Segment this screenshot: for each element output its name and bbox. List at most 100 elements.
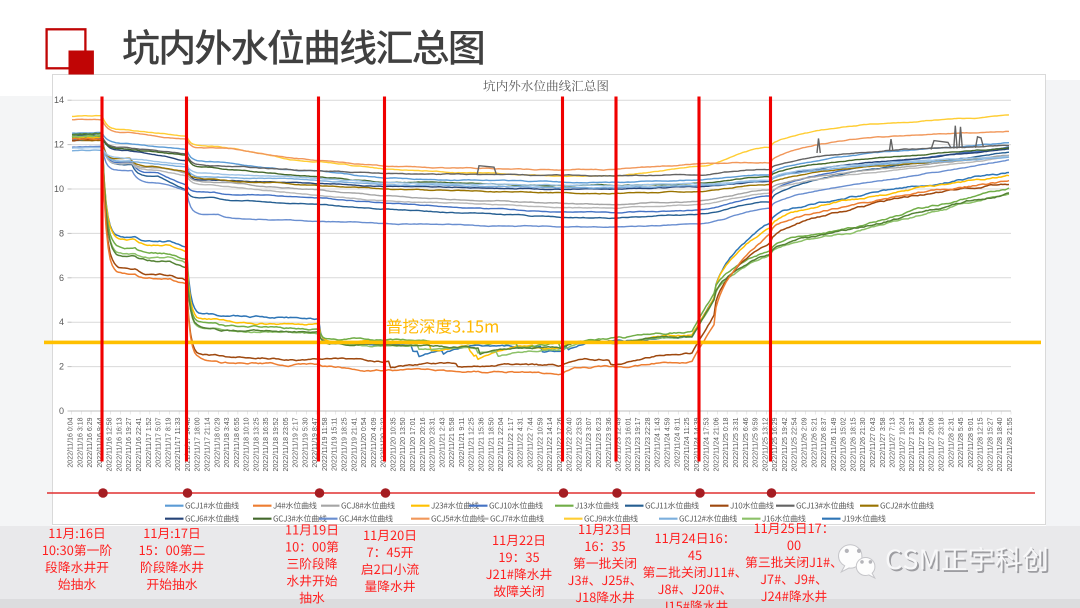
svg-text:2022/11/18 0:29: 2022/11/18 0:29	[214, 417, 221, 467]
svg-text:2022/11/24 17:53: 2022/11/24 17:53	[704, 417, 711, 471]
svg-text:2022/11/26 2:09: 2022/11/26 2:09	[801, 417, 808, 467]
svg-text:2022/11/27 16:54: 2022/11/27 16:54	[919, 417, 926, 471]
svg-text:2022/11/20 23:31: 2022/11/20 23:31	[430, 417, 437, 471]
svg-text:2022/11/27 7:13: 2022/11/27 7:13	[890, 417, 897, 467]
svg-text:2022/11/17 1:52: 2022/11/17 1:52	[146, 417, 153, 467]
svg-text:2022/11/19 18:25: 2022/11/19 18:25	[342, 417, 349, 471]
svg-text:2022/11/25 9:59: 2022/11/25 9:59	[753, 417, 760, 467]
svg-text:2022/11/26 15:02: 2022/11/26 15:02	[841, 417, 848, 471]
svg-text:2022/11/20 13:50: 2022/11/20 13:50	[400, 417, 407, 471]
svg-text:2022/11/28 5:45: 2022/11/28 5:45	[958, 417, 965, 467]
svg-text:2022/11/22 1:17: 2022/11/22 1:17	[508, 417, 515, 467]
svg-text:2022/11/24 1:43: 2022/11/24 1:43	[655, 417, 662, 467]
svg-text:2022/11/20 17:01: 2022/11/20 17:01	[410, 417, 417, 471]
svg-text:2022/11/18 13:25: 2022/11/18 13:25	[253, 417, 260, 471]
svg-text:2022/11/21 22:04: 2022/11/21 22:04	[498, 417, 505, 471]
svg-text:2022/11/23 6:23: 2022/11/23 6:23	[596, 417, 603, 467]
svg-text:2022/11/17 11:33: 2022/11/17 11:33	[175, 417, 182, 471]
svg-text:2022/11/25 13:12: 2022/11/25 13:12	[762, 417, 769, 471]
svg-text:2022/11/18 6:55: 2022/11/18 6:55	[234, 417, 241, 467]
svg-text:6: 6	[59, 273, 64, 283]
svg-text:2022/11/24 11:25: 2022/11/24 11:25	[684, 417, 691, 471]
svg-text:2022/11/26 8:37: 2022/11/26 8:37	[821, 417, 828, 467]
svg-text:2022/11/27 20:06: 2022/11/27 20:06	[929, 417, 936, 471]
svg-text:2022/11/26 11:49: 2022/11/26 11:49	[831, 417, 838, 471]
svg-text:2022/11/27 23:18: 2022/11/27 23:18	[938, 417, 945, 471]
svg-text:2022/11/19 21:41: 2022/11/19 21:41	[351, 417, 358, 471]
svg-text:2022/11/20 10:35: 2022/11/20 10:35	[390, 417, 397, 471]
svg-text:2022/11/28 21:55: 2022/11/28 21:55	[1007, 417, 1014, 471]
svg-text:2022/11/22 7:44: 2022/11/22 7:44	[527, 417, 534, 467]
svg-text:2022/11/23 19:17: 2022/11/23 19:17	[635, 417, 642, 471]
svg-text:2022/11/18 3:43: 2022/11/18 3:43	[224, 417, 231, 467]
svg-text:2022/11/21 9:11: 2022/11/21 9:11	[459, 417, 466, 467]
svg-text:2022/11/19 11:58: 2022/11/19 11:58	[322, 417, 329, 471]
svg-text:2022/11/28 2:31: 2022/11/28 2:31	[948, 417, 955, 467]
svg-text:10: 10	[54, 184, 64, 194]
svg-text:2022/11/17 14:48: 2022/11/17 14:48	[185, 417, 192, 471]
svg-text:0: 0	[59, 406, 64, 416]
svg-text:2022/11/18 16:35: 2022/11/18 16:35	[263, 417, 270, 471]
svg-text:2022/11/18 19:52: 2022/11/18 19:52	[273, 417, 280, 471]
svg-text:2022/11/17 5:07: 2022/11/17 5:07	[156, 417, 163, 467]
svg-text:2022/11/26 21:30: 2022/11/26 21:30	[860, 417, 867, 471]
svg-text:12: 12	[54, 140, 64, 150]
svg-text:2022/11/27 0:43: 2022/11/27 0:43	[870, 417, 877, 467]
svg-text:2022/11/17 8:19: 2022/11/17 8:19	[165, 417, 172, 467]
svg-text:2022/11/19 8:47: 2022/11/19 8:47	[312, 417, 319, 467]
svg-text:2022/11/16 6:29: 2022/11/16 6:29	[87, 417, 94, 467]
svg-text:2: 2	[59, 362, 64, 372]
svg-text:2022/11/28 18:40: 2022/11/28 18:40	[997, 417, 1004, 471]
svg-text:2022/11/26 5:21: 2022/11/26 5:21	[811, 417, 818, 467]
svg-text:2022/11/24 4:59: 2022/11/24 4:59	[664, 417, 671, 467]
svg-text:2022/11/28 9:01: 2022/11/28 9:01	[968, 417, 975, 467]
svg-text:2022/11/23 12:49: 2022/11/23 12:49	[616, 417, 623, 471]
svg-text:2022/11/20 4:09: 2022/11/20 4:09	[371, 417, 378, 467]
svg-text:2022/11/27 13:37: 2022/11/27 13:37	[909, 417, 916, 471]
svg-text:2022/11/28 15:27: 2022/11/28 15:27	[987, 417, 994, 471]
svg-text:2022/11/16 22:41: 2022/11/16 22:41	[136, 417, 143, 471]
svg-text:2022/11/19 2:17: 2022/11/19 2:17	[293, 417, 300, 467]
svg-text:2022/11/20 0:54: 2022/11/20 0:54	[361, 417, 368, 467]
svg-text:2022/11/16 9:44: 2022/11/16 9:44	[97, 417, 104, 467]
svg-text:8: 8	[59, 228, 64, 238]
svg-text:2022/11/24 8:11: 2022/11/24 8:11	[674, 417, 681, 467]
svg-text:2022/11/27 3:58: 2022/11/27 3:58	[880, 417, 887, 467]
svg-text:2022/11/16 19:27: 2022/11/16 19:27	[126, 417, 133, 471]
svg-text:2022/11/25 16:29: 2022/11/25 16:29	[772, 417, 779, 471]
svg-text:2022/11/18 10:10: 2022/11/18 10:10	[244, 417, 251, 471]
svg-text:2022/11/26 18:15: 2022/11/26 18:15	[850, 417, 857, 471]
svg-text:2022/11/17 21:14: 2022/11/17 21:14	[205, 417, 212, 471]
svg-text:2022/11/16 16:13: 2022/11/16 16:13	[116, 417, 123, 471]
svg-text:2022/11/21 5:58: 2022/11/21 5:58	[449, 417, 456, 467]
svg-text:2022/11/23 9:36: 2022/11/23 9:36	[606, 417, 613, 467]
svg-text:2022/11/21 12:25: 2022/11/21 12:25	[469, 417, 476, 471]
svg-text:4: 4	[59, 317, 64, 327]
svg-text:2022/11/25 19:42: 2022/11/25 19:42	[782, 417, 789, 471]
svg-text:2022/11/16 3:18: 2022/11/16 3:18	[77, 417, 84, 467]
svg-text:2022/11/25 0:18: 2022/11/25 0:18	[723, 417, 730, 467]
svg-text:2022/11/22 17:26: 2022/11/22 17:26	[557, 417, 564, 471]
svg-text:2022/11/17 18:00: 2022/11/17 18:00	[195, 417, 202, 471]
svg-text:2022/11/16 0:04: 2022/11/16 0:04	[68, 417, 75, 467]
svg-text:2022/11/27 10:24: 2022/11/27 10:24	[899, 417, 906, 471]
svg-text:2022/11/19 15:11: 2022/11/19 15:11	[332, 417, 339, 471]
svg-text:2022/11/23 22:28: 2022/11/23 22:28	[645, 417, 652, 471]
svg-text:2022/11/23 3:07: 2022/11/23 3:07	[586, 417, 593, 467]
svg-text:2022/11/24 14:39: 2022/11/24 14:39	[694, 417, 701, 471]
svg-text:2022/11/18 23:05: 2022/11/18 23:05	[283, 417, 290, 471]
svg-text:2022/11/22 14:14: 2022/11/22 14:14	[547, 417, 554, 471]
svg-text:2022/11/24 21:06: 2022/11/24 21:06	[713, 417, 720, 471]
svg-text:2022/11/21 18:50: 2022/11/21 18:50	[488, 417, 495, 471]
svg-text:2022/11/20 20:16: 2022/11/20 20:16	[420, 417, 427, 471]
svg-text:2022/11/22 23:53: 2022/11/22 23:53	[576, 417, 583, 471]
svg-text:2022/11/21 2:43: 2022/11/21 2:43	[439, 417, 446, 467]
svg-text:2022/11/23 16:01: 2022/11/23 16:01	[625, 417, 632, 471]
svg-text:2022/11/25 22:54: 2022/11/25 22:54	[792, 417, 799, 471]
svg-text:2022/11/21 15:36: 2022/11/21 15:36	[479, 417, 486, 471]
svg-text:2022/11/22 10:59: 2022/11/22 10:59	[537, 417, 544, 471]
svg-text:2022/11/16 12:58: 2022/11/16 12:58	[107, 417, 114, 471]
svg-text:14: 14	[54, 95, 64, 105]
svg-text:2022/11/22 4:31: 2022/11/22 4:31	[518, 417, 525, 467]
svg-text:2022/11/25 6:46: 2022/11/25 6:46	[743, 417, 750, 467]
